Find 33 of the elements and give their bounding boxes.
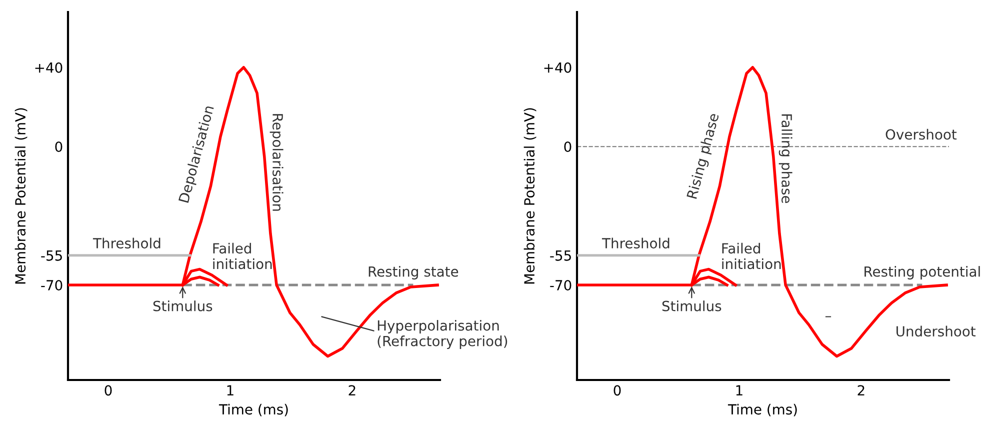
x-tick-label: 0 — [104, 385, 112, 396]
annotation: Failed initiation — [213, 242, 272, 270]
annotation: Repolarisation — [270, 114, 284, 211]
series-label: Threshold — [602, 238, 670, 248]
annotation: Stimulus — [662, 300, 722, 312]
x-tick-label: 2 — [858, 385, 864, 396]
y-axis-title: Membrane Potential (mV) — [14, 108, 28, 284]
series-label: Threshold — [92, 238, 160, 248]
annotation: Failed initiation — [722, 242, 781, 270]
annotation: Hyperpolarisation (Refractory period) — [378, 320, 508, 349]
y-tick-label: 0 — [564, 142, 572, 152]
annotation: – — [825, 316, 832, 318]
x-axis-title: Time (ms) — [728, 404, 797, 416]
y-tick-label: +40 — [544, 62, 572, 73]
y-axis-title: Membrane Potential (mV) — [524, 108, 536, 284]
series-label: Resting potential — [864, 266, 980, 280]
annotation: Falling phase — [778, 114, 792, 204]
y-tick-label: 0 — [55, 142, 62, 152]
x-tick-label: 2 — [348, 385, 356, 396]
annotation: Undershoot — [896, 326, 976, 337]
x-tick-label: 0 — [614, 385, 621, 396]
y-tick-label: -55 — [41, 250, 62, 261]
y-tick-label: +40 — [35, 62, 62, 73]
annotation: Rising phase — [686, 112, 722, 200]
x-tick-label: 1 — [227, 385, 234, 396]
y-tick-label: -70 — [550, 280, 572, 291]
ref-line-label: Overshoot — [886, 128, 957, 140]
y-tick-label: -70 — [41, 280, 62, 291]
x-axis-title: Time (ms) — [218, 404, 288, 416]
series-label: Resting state — [368, 266, 458, 280]
x-tick-label: 1 — [736, 385, 742, 396]
y-tick-label: -55 — [550, 250, 571, 261]
annotation: Stimulus — [153, 300, 212, 312]
